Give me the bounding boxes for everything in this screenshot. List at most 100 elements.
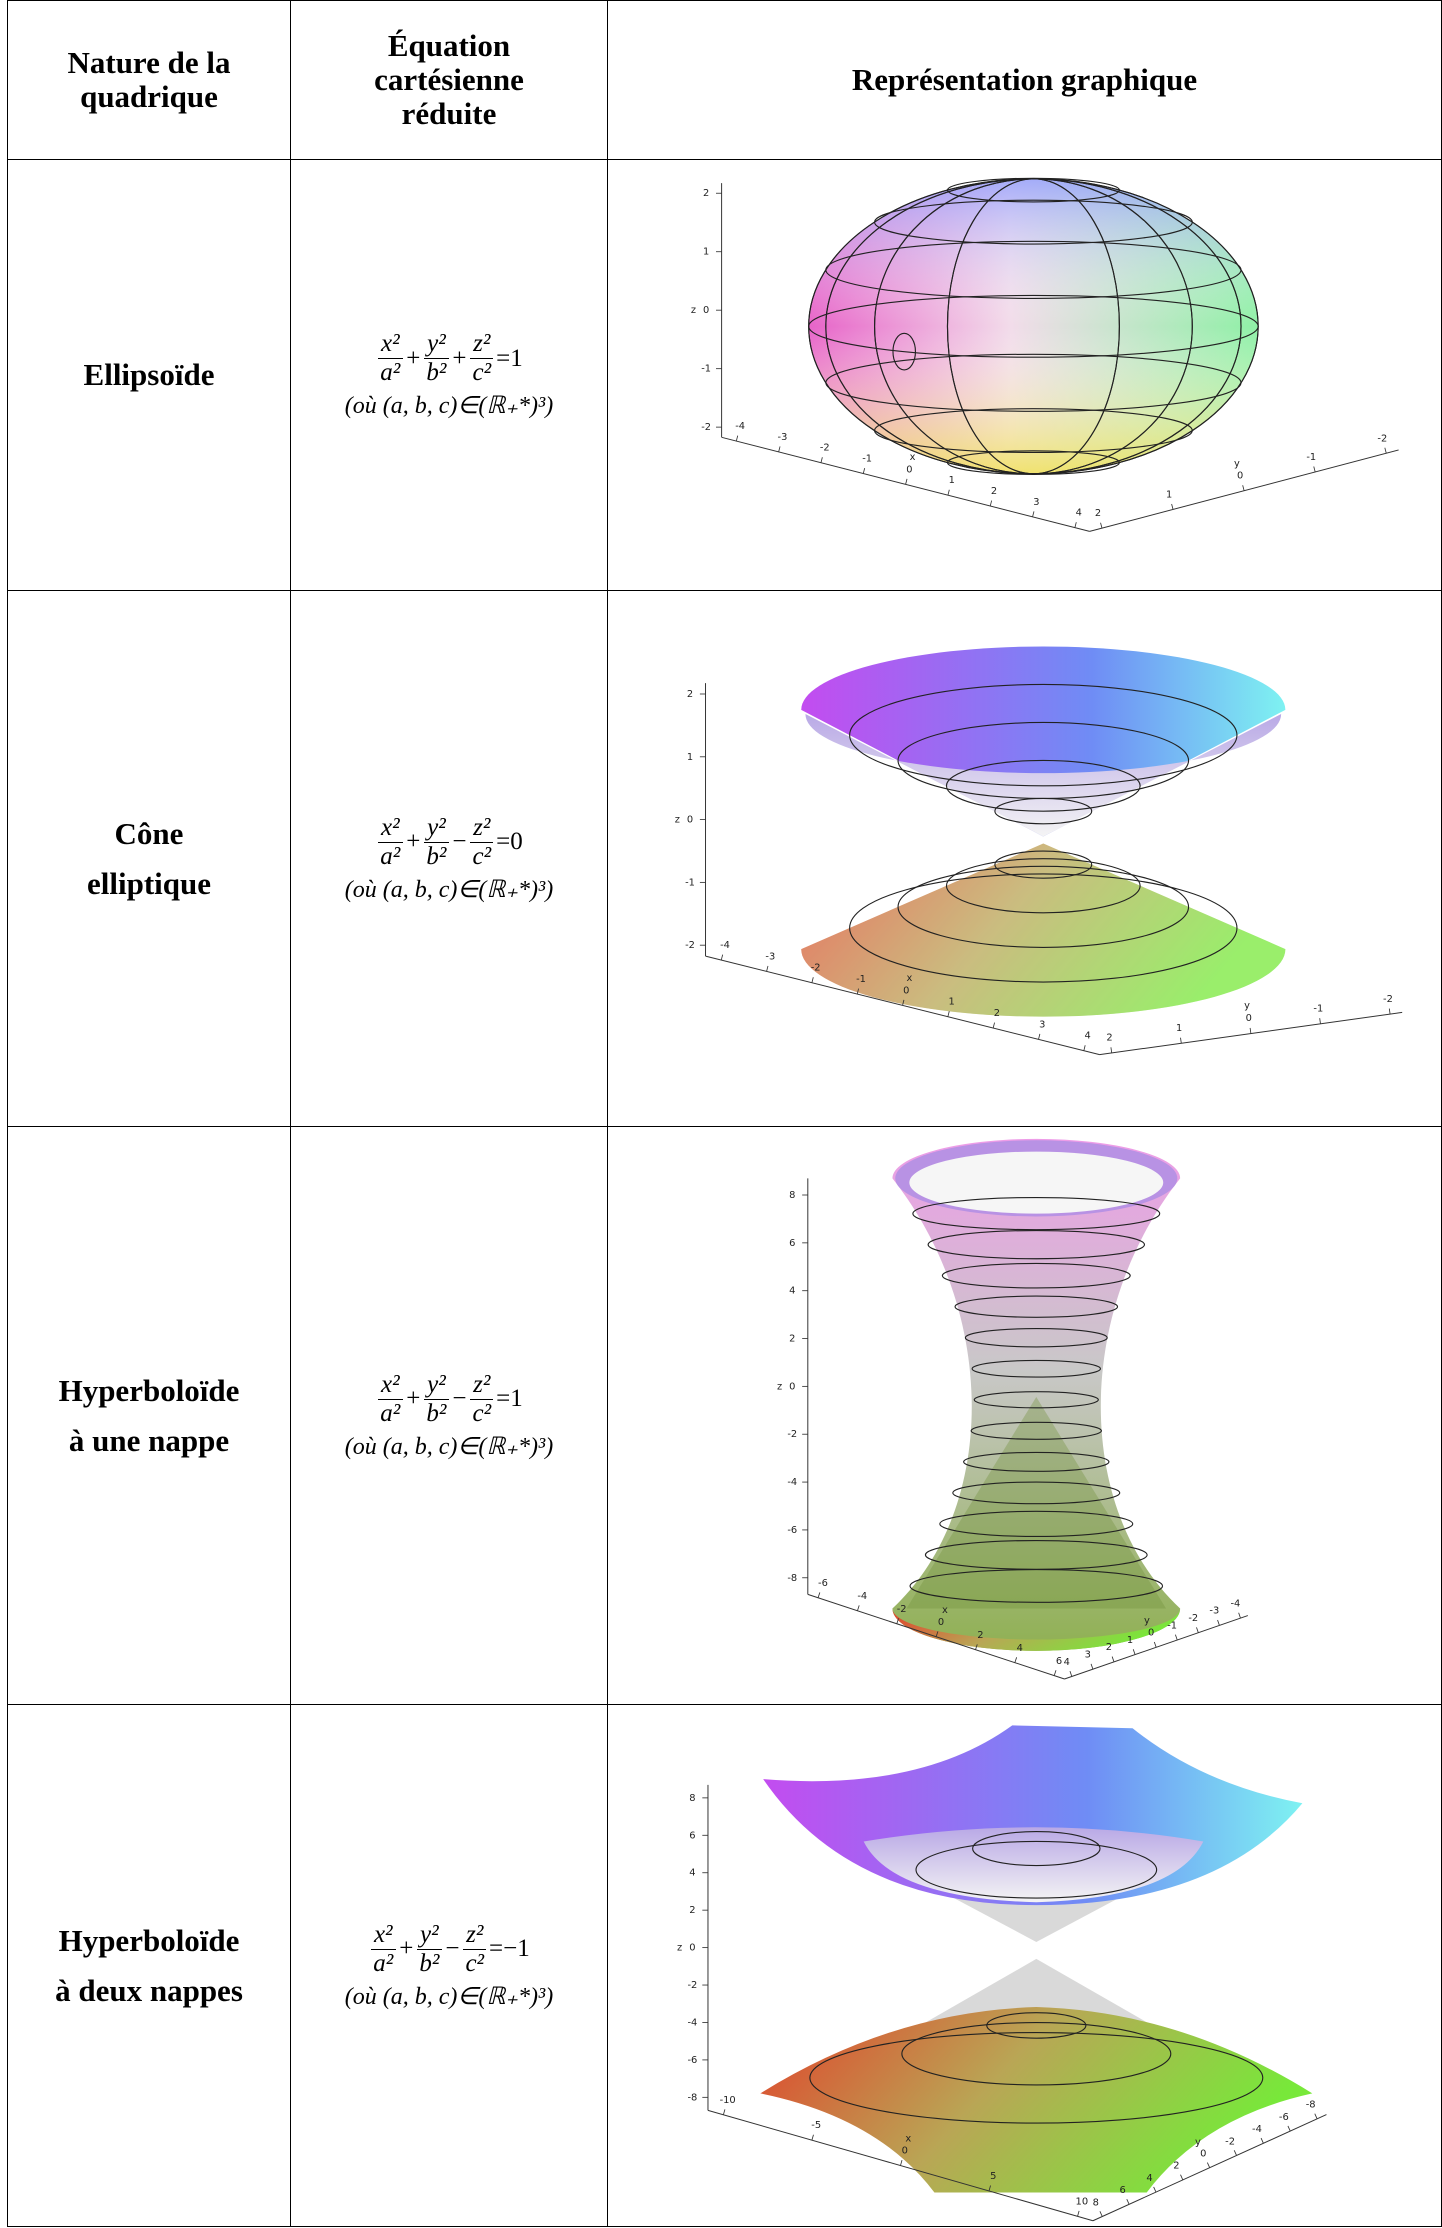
- axis-tick-label: 2: [991, 486, 997, 497]
- axis-tick-label: -1: [685, 877, 695, 888]
- table-row: Hyperboloïdeà une nappex²a²+y²b²−z²c²=1(…: [8, 1127, 1442, 1705]
- axis-tick-label: 1: [687, 751, 693, 762]
- axis-tick-label: -2: [685, 940, 695, 951]
- operator: −: [452, 1385, 466, 1413]
- axis-tick-label: -4: [787, 1477, 797, 1488]
- header-line: quadrique: [8, 80, 290, 114]
- axis-tick-label: 0: [902, 2145, 908, 2156]
- quadric-table: Nature de laquadriqueÉquationcartésienne…: [7, 0, 1442, 2227]
- axis-tick-label: -8: [787, 1572, 797, 1583]
- axis-tick: [1261, 2138, 1263, 2143]
- axis-line: [1090, 449, 1399, 530]
- denominator: b²: [423, 843, 449, 871]
- condition: (où (a, b, c)∈(ℝ₊*)³): [291, 875, 607, 904]
- right-hand-side: =1: [496, 1385, 523, 1413]
- axis-label: y: [1234, 458, 1240, 469]
- operator: +: [406, 1385, 420, 1413]
- axis-label: x: [905, 2133, 911, 2144]
- axis-tick-label: 3: [1039, 1019, 1045, 1030]
- axis-tick-label: 6: [1056, 1655, 1062, 1666]
- axis-label: z: [677, 1942, 682, 1953]
- axis-tick-label: -6: [787, 1524, 797, 1535]
- axis-tick-label: -10: [720, 2094, 736, 2105]
- axis-tick: [993, 1022, 994, 1027]
- operator: +: [452, 345, 466, 373]
- axis-tick: [723, 2109, 725, 2114]
- axis-tick: [857, 1605, 859, 1610]
- axis-tick-label: -1: [862, 453, 872, 464]
- axis-tick: [906, 478, 907, 483]
- axis-tick: [900, 2160, 902, 2165]
- axis-tick: [1075, 522, 1076, 527]
- numerator: x²: [378, 814, 403, 843]
- axis-tick-label: 0: [703, 305, 709, 316]
- axis-label: x: [910, 452, 916, 463]
- axis-tick: [990, 500, 991, 505]
- axis-tick-label: 1: [1166, 489, 1172, 500]
- table-row: Côneelliptique x²a²+y²b²−z²c²=0 (où (a, b,…: [8, 591, 1442, 1127]
- axis-tick-label: 1: [948, 996, 954, 1007]
- denominator: a²: [377, 1400, 403, 1428]
- equation-cell: x²a²+y²b²−z²c²=1 (où (a, b, c)∈(ℝ₊*)³): [291, 1127, 608, 1705]
- axis-label: z: [777, 1381, 782, 1392]
- axis-tick-label: 6: [689, 1830, 695, 1841]
- axis-tick: [1196, 1627, 1198, 1632]
- condition: (où (a, b, c)∈(ℝ₊*)³): [291, 1982, 607, 2011]
- name-cell: Hyperboloïdeà deux nappes: [8, 1705, 291, 2227]
- axis-tick: [1154, 2186, 1156, 2191]
- axis-tick: [1070, 1671, 1072, 1676]
- axis-tick: [736, 435, 737, 440]
- quadric-name: Hyperboloïde: [8, 1366, 290, 1416]
- operator: +: [399, 1935, 413, 1963]
- axis-tick-label: 4: [789, 1285, 795, 1296]
- axis-tick-label: -4: [1231, 1598, 1241, 1609]
- fraction: z²c²: [462, 1921, 487, 1978]
- header-line: Nature de la: [8, 46, 290, 80]
- axis-tick-label: 2: [994, 1008, 1000, 1019]
- axis-tick: [1250, 1027, 1251, 1033]
- operator: −: [452, 828, 466, 856]
- axis-label: z: [675, 814, 680, 825]
- condition: (où (a, b, c)∈(ℝ₊*)³): [291, 1432, 607, 1461]
- axis-tick: [1314, 466, 1315, 471]
- equation-cell: x²a²+y²b²−z²c²=−1(où (a, b, c)∈(ℝ₊*)³): [291, 1705, 608, 2227]
- axis-tick: [1180, 2174, 1182, 2179]
- axis-tick: [1175, 1634, 1177, 1639]
- name-cell: Côneelliptique: [8, 591, 291, 1127]
- axis-tick-label: 8: [689, 1792, 695, 1803]
- graph-cell: 210-1-2z-4-3-2-101234x210-1-2y: [608, 591, 1442, 1127]
- axis-tick: [1111, 1047, 1112, 1053]
- axis-tick-label: 2: [1095, 508, 1101, 519]
- axis-tick: [812, 2134, 814, 2139]
- lower-cone-shade: [801, 843, 1285, 1016]
- header-cell: Équationcartésienneréduite: [291, 1, 608, 160]
- denominator: a²: [377, 843, 403, 871]
- axis-tick-label: 0: [687, 814, 693, 825]
- header-line: réduite: [291, 97, 607, 131]
- right-hand-side: =1: [496, 345, 523, 373]
- axis-tick: [1039, 1033, 1040, 1038]
- axis-tick-label: -2: [811, 962, 821, 973]
- axis-tick-label: -4: [687, 2017, 697, 2028]
- axis-tick-label: -2: [1188, 1613, 1198, 1624]
- axis-tick-label: 1: [1176, 1022, 1182, 1033]
- axis-tick-label: 10: [1076, 2196, 1089, 2207]
- equation-cell: x²a²+y²b²+z²c²=1(où (a, b, c)∈(ℝ₊*)³): [291, 160, 608, 591]
- axis-tick-label: -3: [1209, 1605, 1219, 1616]
- axis-tick-label: -3: [778, 431, 788, 442]
- axis-tick-label: -6: [1279, 2111, 1289, 2122]
- numerator: z²: [470, 1371, 493, 1400]
- axis-label: x: [906, 973, 912, 984]
- quadric-name: à deux nappes: [8, 1966, 290, 2016]
- quadric-name: Ellipsoïde: [8, 350, 290, 400]
- denominator: b²: [423, 359, 449, 387]
- axis-tick-label: 1: [1127, 1634, 1133, 1645]
